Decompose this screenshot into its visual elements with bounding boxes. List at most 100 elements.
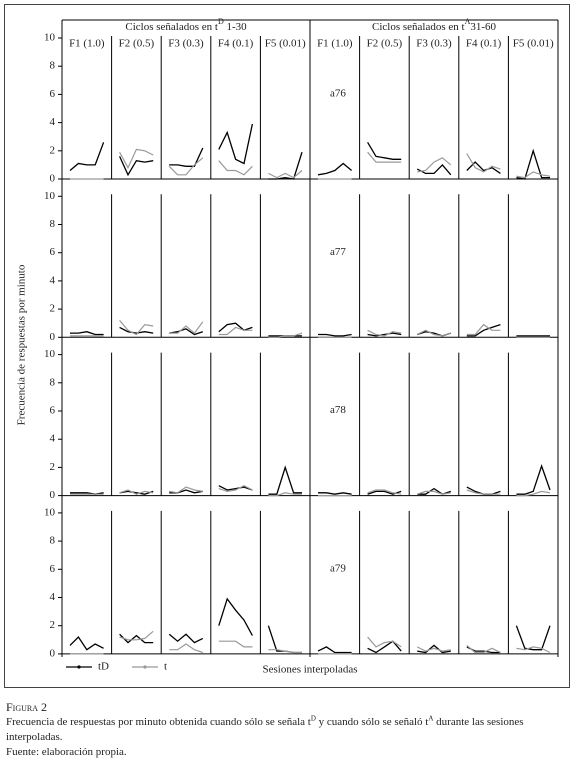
y-tick-label: 6 [50, 405, 56, 417]
y-tick-label: 8 [50, 218, 56, 230]
series-line [416, 646, 451, 652]
series-line [119, 633, 154, 644]
y-tick-label: 2 [50, 461, 56, 473]
subject-label: a77 [330, 246, 346, 258]
series-line [417, 157, 452, 173]
caption: Figura 2 Frecuencia de respuestas por mi… [6, 700, 568, 760]
legend-marker [143, 665, 147, 669]
column-label: F2 (0.5) [119, 38, 155, 50]
series-line [168, 157, 204, 176]
series-line [317, 646, 352, 654]
series-line [169, 147, 204, 167]
series-line [119, 490, 154, 495]
legend-marker [77, 665, 81, 669]
series-line [466, 161, 501, 174]
series-line [416, 329, 451, 337]
y-tick-label: 10 [44, 348, 56, 360]
series-line [268, 332, 303, 338]
caption-part: Frecuencia de respuestas por minuto obte… [6, 716, 311, 728]
y-tick-label: 0 [50, 331, 56, 343]
y-tick-label: 10 [44, 32, 56, 44]
series-line [218, 322, 253, 333]
series-line [119, 326, 154, 334]
series-line [516, 646, 551, 654]
series-line [268, 492, 302, 497]
series-line [218, 160, 253, 176]
series-line [69, 635, 104, 651]
title-part: D [218, 17, 224, 26]
source: Fuente: elaboración propia. [6, 746, 127, 758]
column-label: F3 (0.3) [416, 38, 452, 50]
series-line [516, 490, 551, 497]
half-title: Ciclos señalados en tD 1-30 [125, 17, 247, 32]
series-line [516, 148, 550, 180]
series-line [367, 141, 402, 160]
figure-number: Figura 2 [6, 700, 48, 714]
y-tick-label: 4 [50, 433, 56, 445]
column-label: F1 (1.0) [317, 38, 353, 50]
series-line [516, 463, 551, 495]
y-tick-label: 2 [50, 144, 56, 156]
column-label: F3 (0.3) [168, 38, 204, 50]
series-line [218, 640, 253, 648]
series-line [367, 640, 402, 654]
series-line [267, 625, 302, 654]
y-tick-label: 0 [50, 647, 56, 659]
series-line [367, 636, 402, 648]
series-line [218, 326, 253, 336]
y-tick-label: 8 [50, 60, 56, 72]
legend-label: tD [98, 661, 109, 673]
column-label: F1 (1.0) [69, 38, 105, 50]
series-line [169, 328, 204, 336]
series-line [318, 492, 352, 495]
series-line [169, 643, 203, 654]
series-line [466, 153, 501, 173]
series-line [466, 486, 501, 495]
series-line [119, 156, 154, 177]
y-tick-label: 0 [50, 489, 56, 501]
subject-label: a76 [330, 88, 346, 100]
y-tick-label: 0 [50, 173, 56, 185]
series-line [367, 489, 402, 495]
series-line [119, 630, 154, 641]
series-line [367, 329, 402, 337]
series-line [218, 485, 253, 493]
caption-text: Frecuencia de respuestas por minuto obte… [6, 715, 568, 745]
y-tick-label: 6 [50, 88, 56, 100]
chart: Ciclos señalados en tD 1-30 Ciclos señala… [4, 4, 570, 688]
caption-part: A [428, 714, 434, 723]
y-tick-label: 4 [50, 274, 56, 286]
series-line [119, 320, 154, 336]
column-label: F2 (0.5) [367, 38, 403, 50]
series-line [218, 597, 253, 636]
y-tick-label: 8 [50, 535, 56, 547]
series-line [516, 171, 551, 179]
y-tick-label: 6 [50, 563, 56, 575]
title-part: A [465, 17, 471, 26]
series-line [268, 170, 303, 179]
y-tick-label: 4 [50, 591, 56, 603]
y-tick-label: 2 [50, 619, 56, 631]
column-label: F5 (0.01) [265, 38, 306, 50]
y-tick-label: 8 [50, 376, 56, 388]
series-line [466, 323, 501, 336]
caption-part: y cuando sólo se señaló t [315, 716, 429, 728]
series-line [268, 465, 302, 495]
half-title: Ciclos señalados en tA31-60 [372, 17, 497, 32]
series-line [69, 142, 105, 171]
y-tick-label: 2 [50, 303, 56, 315]
y-tick-label: 6 [50, 246, 56, 258]
legend-label: t [164, 661, 167, 673]
series-line [268, 152, 303, 180]
series-line [515, 625, 551, 651]
series-line [119, 148, 154, 170]
y-tick-label: 10 [44, 506, 56, 518]
series-line [417, 644, 451, 654]
series-line [466, 489, 501, 495]
column-label: F4 (0.1) [218, 38, 254, 50]
series-line [218, 485, 253, 491]
series-line [466, 644, 501, 654]
title-part: 31-60 [470, 21, 496, 33]
y-tick-label: 4 [50, 116, 56, 128]
